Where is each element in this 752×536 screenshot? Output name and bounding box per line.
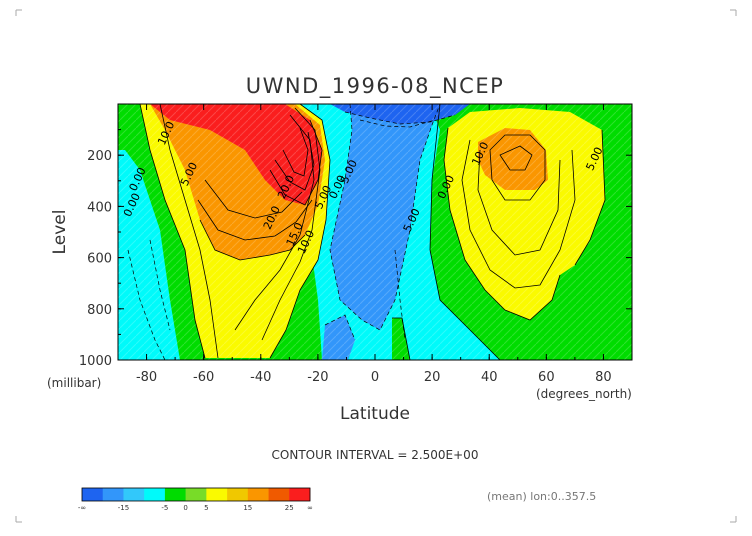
- x-tick-label: 40: [481, 370, 498, 385]
- legend-frame: [81, 487, 311, 502]
- legend-swatch: [206, 488, 228, 501]
- corner-mark: [730, 516, 737, 523]
- legend-swatch: [227, 488, 249, 501]
- legend-tick-label: ∞: [307, 504, 313, 512]
- legend-tick-label: -∞: [78, 504, 86, 512]
- x-tick-label: 60: [538, 370, 555, 385]
- x-tick-label: -40: [250, 370, 271, 385]
- x-axis-units: (degrees_north): [536, 387, 632, 401]
- y-tick-label: 200: [87, 149, 112, 164]
- legend-tick-label: -15: [118, 504, 129, 512]
- color-legend: -∞ -15 -5 0 5 15 25 ∞: [78, 487, 313, 512]
- legend-tick-label: 0: [183, 504, 187, 512]
- x-axis-label: Latitude: [340, 404, 410, 424]
- y-tick-label: 800: [87, 303, 112, 318]
- legend-tick-label: -5: [161, 504, 168, 512]
- mean-longitude-text: (mean) lon:0..357.5: [487, 490, 596, 503]
- corner-mark: [15, 9, 22, 16]
- corner-mark: [730, 9, 737, 16]
- legend-tick-label: 25: [285, 504, 294, 512]
- x-tick-label: -80: [136, 370, 157, 385]
- y-axis-units: (millibar): [47, 376, 101, 390]
- legend-swatch: [164, 488, 186, 501]
- legend-swatch: [289, 488, 311, 501]
- contour-lines: [139, 104, 606, 360]
- x-tick-label: 0: [371, 370, 379, 385]
- y-tick-label: 400: [87, 200, 112, 215]
- chart-title: UWND_1996-08_NCEP: [246, 74, 505, 99]
- y-tick-label: 1000: [79, 354, 112, 369]
- legend-swatch: [123, 488, 145, 501]
- legend-tick-label: 5: [204, 504, 208, 512]
- contour-interval-text: CONTOUR INTERVAL = 2.500E+00: [272, 448, 479, 462]
- corner-mark: [15, 516, 22, 523]
- legend-swatch: [144, 488, 166, 501]
- hatch-overlay: [118, 104, 632, 360]
- legend-swatch: [268, 488, 290, 501]
- legend-tick-label: 15: [243, 504, 252, 512]
- legend-swatch: [185, 488, 207, 501]
- x-tick-label: -60: [193, 370, 214, 385]
- axes: -80 -60 -40 -20 0 20 40 60 80 200 400 600 800 1000: [79, 104, 633, 385]
- legend-swatch: [247, 488, 269, 501]
- y-tick-label: 600: [87, 252, 112, 267]
- y-axis-label: Level: [50, 210, 70, 255]
- legend-swatch: [82, 488, 104, 501]
- legend-swatch: [102, 488, 124, 501]
- x-tick-label: -20: [307, 370, 328, 385]
- x-tick-label: 20: [424, 370, 441, 385]
- x-tick-label: 80: [595, 370, 612, 385]
- contour-lines-negative: [127, 104, 456, 360]
- plot-area: [118, 104, 632, 360]
